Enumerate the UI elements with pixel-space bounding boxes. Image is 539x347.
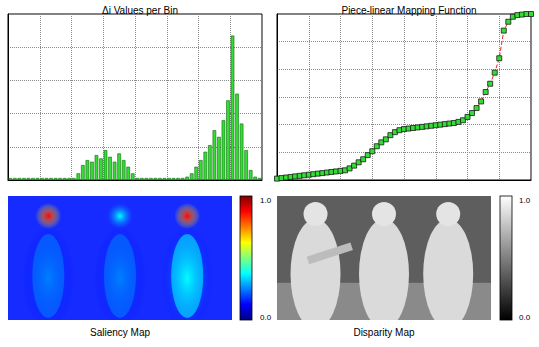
svg-text:0.0: 0.0 xyxy=(260,313,272,322)
svg-text:Δi Values per Bin: Δi Values per Bin xyxy=(102,5,178,16)
svg-text:Disparity Map: Disparity Map xyxy=(353,327,415,338)
svg-text:Saliency Map: Saliency Map xyxy=(90,327,150,338)
svg-text:0.0: 0.0 xyxy=(519,313,531,322)
svg-text:1.0: 1.0 xyxy=(260,196,272,205)
svg-text:1.0: 1.0 xyxy=(519,196,531,205)
svg-text:Piece-linear Mapping Function: Piece-linear Mapping Function xyxy=(341,5,476,16)
